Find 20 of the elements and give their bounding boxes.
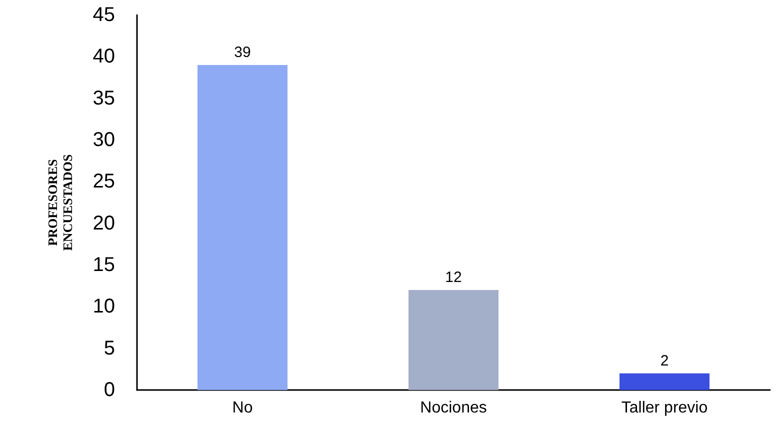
x-tick-label: Taller previo [621, 400, 708, 416]
bar [408, 290, 498, 390]
x-tick-label: No [232, 400, 253, 416]
data-label: 39 [234, 44, 251, 61]
y-tick-label: 25 [92, 170, 115, 193]
y-tick-label: 0 [104, 379, 115, 401]
y-tick-label: 15 [92, 254, 115, 276]
x-tick-label: Nociones [420, 400, 487, 416]
y-tick-label: 40 [92, 46, 115, 68]
y-tick-label: 45 [92, 4, 115, 26]
y-tick-label: 20 [92, 212, 115, 234]
y-tick-label: 35 [92, 87, 115, 110]
data-label: 2 [660, 352, 669, 370]
y-axis-title: PROFESORES ENCUESTADOS [45, 154, 75, 251]
bar [620, 373, 710, 390]
data-label: 12 [445, 269, 462, 286]
y-tick-label: 10 [92, 296, 115, 318]
y-tick-label: 5 [104, 337, 115, 360]
bar [198, 65, 288, 390]
y-tick-label: 30 [92, 129, 115, 151]
